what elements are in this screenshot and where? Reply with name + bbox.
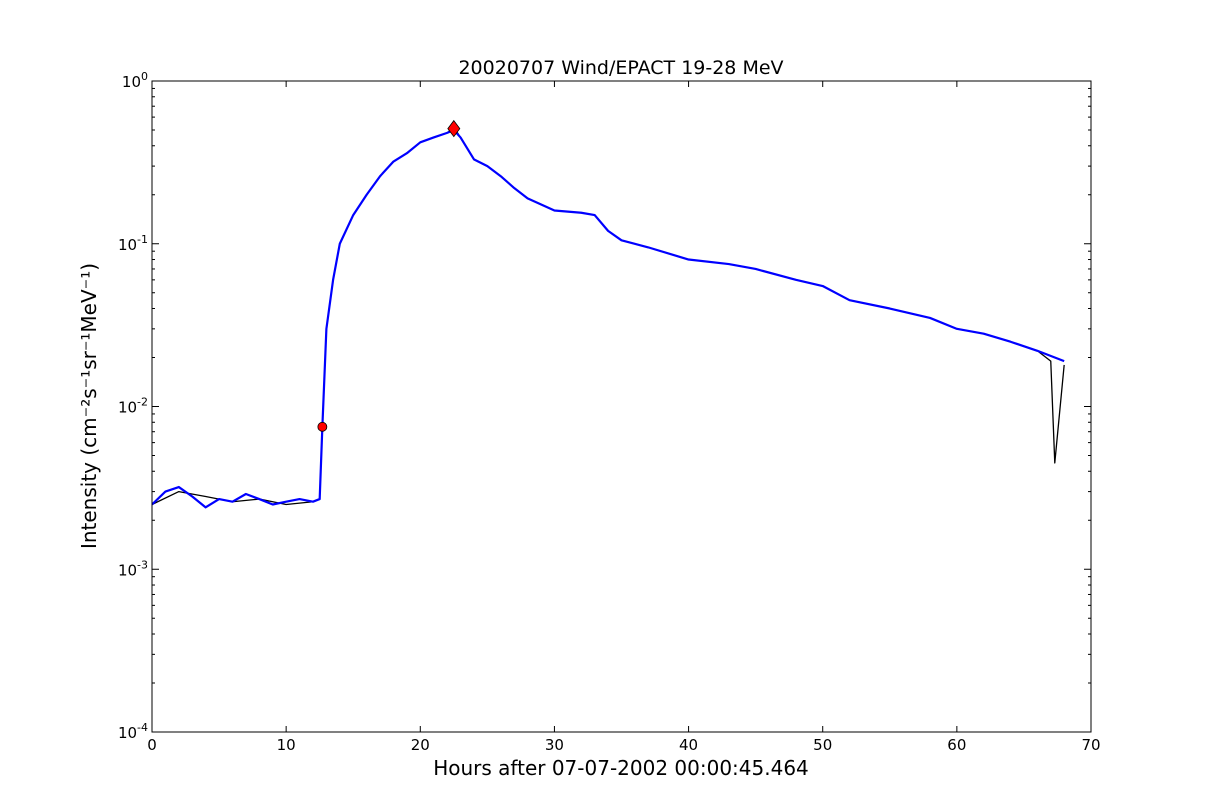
x-tick-label: 10 [277, 736, 296, 754]
x-tick-label: 50 [813, 736, 832, 754]
y-axis-title: Intensity (cm⁻²s⁻¹sr⁻¹MeV⁻¹) [77, 263, 101, 549]
x-tick-label: 60 [947, 736, 966, 754]
y-tick-label: 10-3 [118, 558, 148, 579]
y-tick-label: 10-2 [118, 396, 148, 417]
y-tick-label: 10-4 [118, 721, 148, 742]
chart-title: 20020707 Wind/EPACT 19-28 MeV [458, 57, 783, 79]
onset-marker [317, 421, 328, 432]
peak-marker [447, 119, 461, 138]
x-tick-label: 70 [1081, 736, 1100, 754]
y-tick-label: 100 [122, 70, 148, 91]
ticks-layer: 0 10 20 30 40 50 60 70 10-4 10-3 10-2 10-1 100 [118, 70, 1101, 754]
plot-layer [152, 119, 1065, 509]
x-tick-label: 30 [545, 736, 564, 754]
x-tick-label: 20 [411, 736, 430, 754]
y-tick-label: 10-1 [118, 233, 148, 254]
x-tick-label: 40 [679, 736, 698, 754]
x-tick-label: 0 [147, 736, 157, 754]
x-axis-title: Hours after 07-07-2002 00:00:45.464 [433, 756, 809, 780]
